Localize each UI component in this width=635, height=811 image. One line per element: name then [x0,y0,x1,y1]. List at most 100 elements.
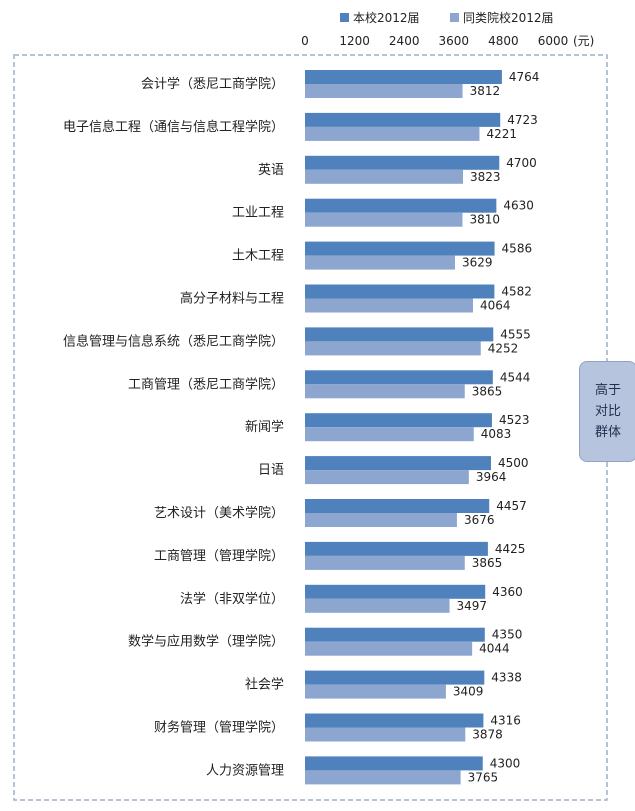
category-label: 工商管理（管理学院） [154,548,284,564]
bar-series-1 [305,584,486,599]
category-label: 英语 [258,163,284,178]
bar-series-2 [305,555,465,570]
annotation-badge: 高于对比群体 [579,361,635,462]
bar-series-2 [305,427,474,442]
category-label: 法学（非双学位） [180,591,284,607]
data-label-series-1: 4350 [492,628,523,642]
data-label-series-1: 4360 [492,585,523,599]
bar-series-2 [305,255,455,270]
data-label-series-1: 4457 [496,499,527,513]
category-label: 土木工程 [232,249,284,264]
bar-series-1 [305,670,485,685]
category-label: 财务管理（管理学院） [154,720,284,736]
bar-series-1 [305,112,501,127]
category-label: 工商管理（悉尼工商学院） [128,376,284,392]
bar-series-1 [305,70,502,84]
category-label: 信息管理与信息系统（悉尼工商学院） [63,333,284,349]
bar-series-1 [305,370,493,385]
bar-series-1 [305,456,491,471]
data-label-series-2: 4252 [488,341,519,355]
bar-series-1 [305,756,483,771]
category-label: 新闻学 [245,419,284,435]
legend-swatch-1 [340,12,349,22]
x-tick-label: 3600 [439,34,470,48]
bar-series-1 [305,155,500,170]
data-label-series-1: 4425 [495,542,526,556]
bar-series-2 [305,641,473,656]
data-label-series-2: 3497 [457,599,488,613]
data-label-series-2: 3765 [468,770,499,784]
annotation-text: 高于对比群体 [594,383,621,440]
legend-series-1: 本校2012届 [340,9,420,25]
data-label-series-2: 4044 [479,642,510,656]
bar-series-1 [305,499,490,513]
bar-series-2 [305,84,463,98]
x-tick-label: 6000 [538,34,569,48]
legend-label-2: 同类院校2012届 [463,10,554,25]
category-label: 社会学 [245,677,284,693]
data-label-series-1: 4764 [509,70,540,84]
x-tick-label: 0 [301,34,309,48]
data-label-series-2: 3878 [472,728,503,742]
category-label: 艺术设计（美术学院） [154,505,284,521]
data-label-series-2: 3676 [464,513,495,527]
legend-label-1: 本校2012届 [353,10,420,25]
x-tick-label: 2400 [389,34,420,48]
bar-series-2 [305,513,457,527]
legend-series-2: 同类院校2012届 [450,9,554,25]
data-label-series-1: 4544 [500,370,531,384]
data-label-series-2: 3964 [476,470,507,484]
data-label-series-1: 4582 [501,285,532,299]
data-label-series-1: 4338 [491,671,522,685]
data-label-series-2: 4083 [481,427,512,441]
bar-series-2 [305,169,464,184]
data-label-series-1: 4523 [499,413,530,427]
data-label-series-2: 4064 [480,299,511,313]
data-label-series-1: 4500 [498,456,529,470]
category-label: 数学与应用数学（理学院） [128,634,284,650]
x-unit-label: (元) [573,34,594,48]
bar-series-2 [305,212,463,227]
bar-series-2 [305,470,469,485]
data-label-series-2: 3865 [472,384,503,398]
bar-series-2 [305,384,465,399]
bar-series-2 [305,341,481,356]
category-label: 日语 [258,463,284,478]
category-label: 工业工程 [232,206,284,221]
bar-series-1 [305,413,492,428]
data-label-series-2: 3810 [469,213,500,227]
x-tick-label: 1200 [339,34,370,48]
data-label-series-2: 3823 [470,170,501,184]
data-label-series-2: 3409 [453,685,484,699]
plot-frame [13,54,608,801]
bar-series-2 [305,598,450,613]
data-label-series-1: 4555 [500,327,531,341]
bar-series-1 [305,713,484,728]
data-label-series-2: 3865 [472,556,503,570]
category-label: 会计学（悉尼工商学院） [141,76,284,92]
x-tick-label: 4800 [488,34,519,48]
bar-series-1 [305,198,497,213]
bar-series-2 [305,126,480,141]
bar-series-2 [305,770,461,785]
bar-series-1 [305,541,488,556]
bar-series-1 [305,327,494,342]
data-label-series-2: 4221 [486,127,517,141]
data-label-series-2: 3812 [470,84,501,98]
category-label: 电子信息工程（通信与信息工程学院） [63,119,284,135]
data-label-series-1: 4586 [502,242,533,256]
data-label-series-1: 4700 [506,156,537,170]
bar-series-2 [305,727,466,742]
bar-series-2 [305,298,473,313]
category-label: 高分子材料与工程 [180,291,284,307]
category-label: 人力资源管理 [206,763,284,778]
data-label-series-1: 4723 [507,113,538,127]
bar-series-1 [305,241,495,256]
legend-swatch-2 [450,12,459,22]
data-label-series-1: 4630 [503,199,534,213]
data-label-series-2: 3629 [462,256,493,270]
data-label-series-1: 4300 [490,756,521,770]
bar-series-1 [305,627,485,642]
data-label-series-1: 4316 [490,714,521,728]
